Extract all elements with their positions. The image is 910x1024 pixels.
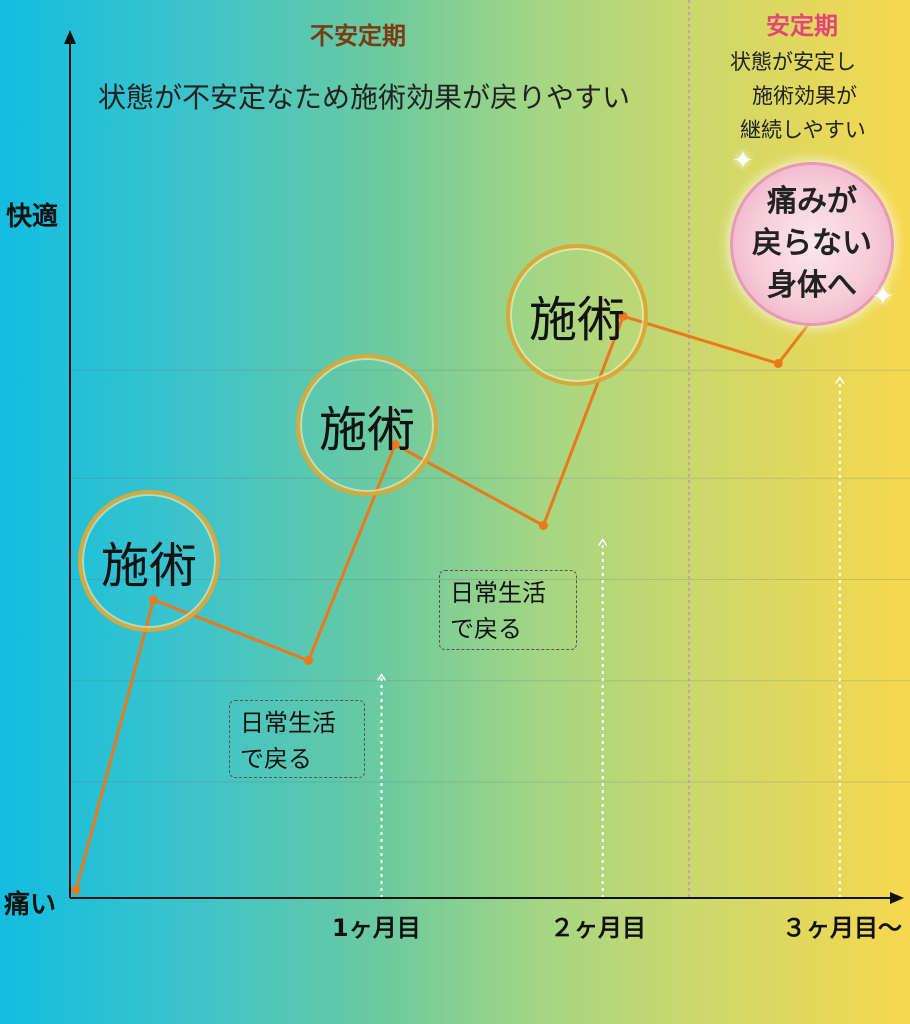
data-point [773, 359, 783, 368]
note-line-2: で戻る [450, 615, 522, 643]
month-guides [376, 376, 845, 898]
daily-life-note: 日常生活 で戻る [229, 700, 365, 778]
goal-line-3: 身体へ [767, 268, 857, 303]
month-guide-arrow [835, 376, 845, 384]
treatment-circle: 施術 [296, 354, 438, 496]
month-guide-arrow [376, 673, 387, 681]
note-line-1: 日常生活 [240, 709, 336, 737]
daily-life-note: 日常生活 で戻る [439, 570, 577, 650]
section-unstable-label: 不安定期 [310, 22, 406, 50]
treatment-circle: 施術 [78, 490, 220, 632]
x-axis-arrow [890, 892, 904, 904]
y-axis-arrow [64, 30, 76, 44]
section-stable-desc-3: 継続しやすい [740, 118, 866, 142]
x-tick-label: 1ヶ月目 [332, 914, 421, 942]
sparkle-icon: ✦ [872, 282, 894, 312]
goal-line-1: 痛みが [767, 184, 857, 219]
goal-circle: 痛みが 戻らない 身体へ [730, 162, 894, 326]
section-stable-label: 安定期 [766, 12, 838, 40]
note-line-2: で戻る [240, 745, 312, 773]
month-guide-arrow [598, 538, 608, 546]
x-tick-label: ３ヶ月目〜 [782, 914, 902, 942]
data-point [304, 656, 314, 665]
data-point [538, 521, 548, 530]
treatment-circle: 施術 [506, 244, 648, 386]
note-line-1: 日常生活 [450, 579, 546, 607]
section-stable-desc-2: 施術効果が [752, 84, 857, 108]
data-point [71, 885, 81, 895]
y-axis-top-label: 快適 [6, 202, 59, 232]
y-axis-bottom-label: 痛い [4, 890, 57, 920]
goal-line-2: 戻らない [752, 226, 872, 261]
x-tick-label: ２ヶ月目 [550, 914, 646, 942]
section-stable-desc-1: 状態が安定し [730, 50, 856, 74]
sparkle-icon: ✦ [732, 146, 754, 176]
section-unstable-desc: 状態が不安定なため施術効果が戻りやすい [98, 81, 631, 114]
